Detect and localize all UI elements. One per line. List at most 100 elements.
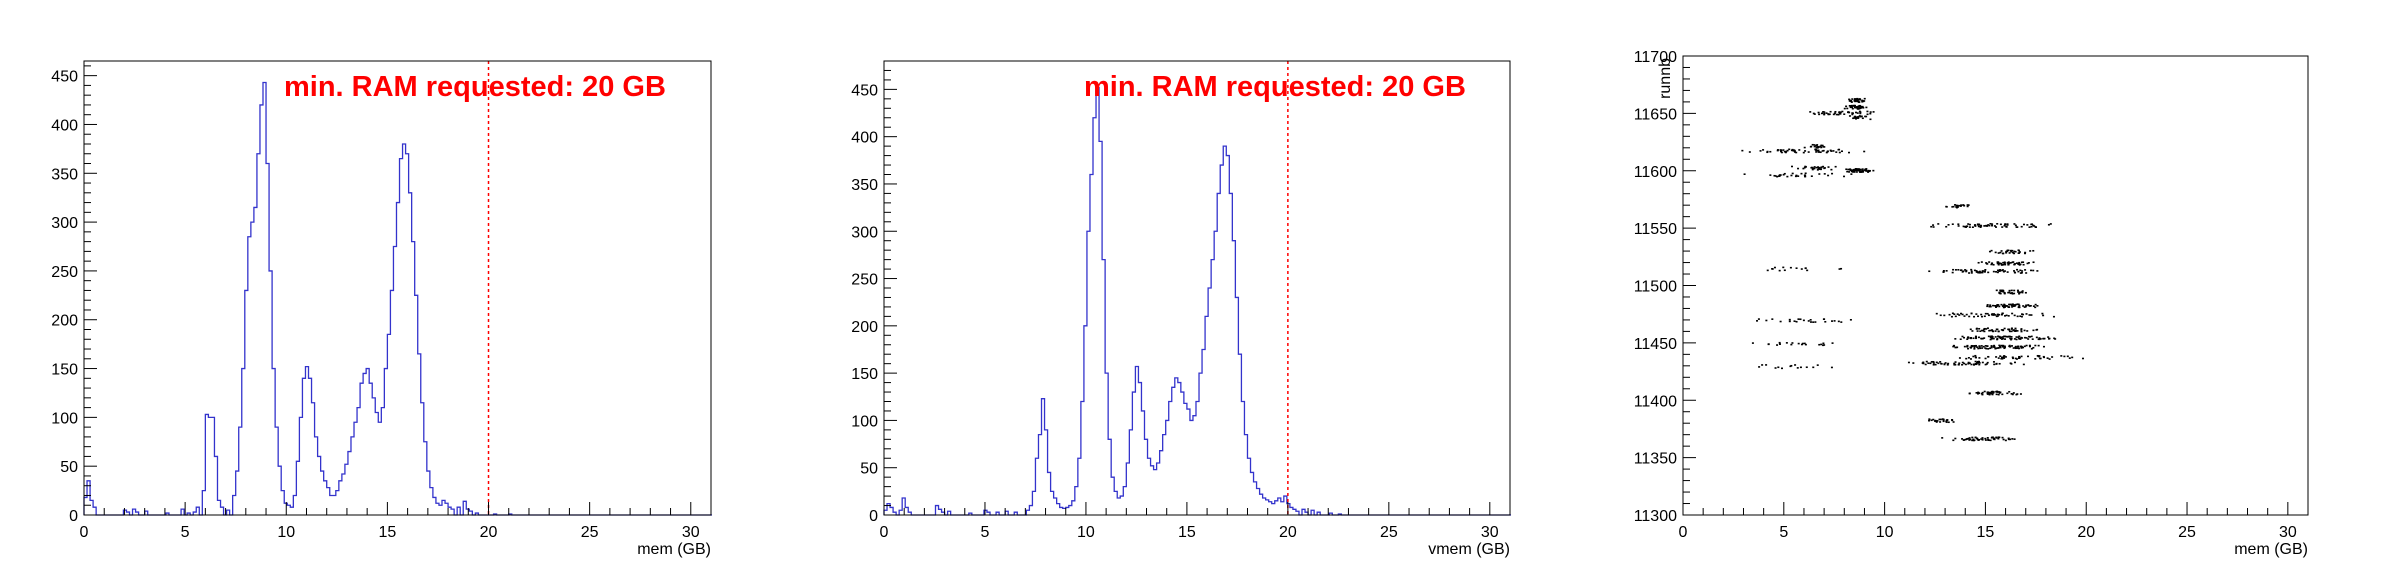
scatter-point <box>1959 205 1962 207</box>
scatter-point <box>2015 303 2018 306</box>
scatter-point <box>2014 271 2017 274</box>
scatter-point <box>1974 363 1977 366</box>
scatter-point <box>1818 173 1821 175</box>
scatter-point <box>1812 366 1815 369</box>
scatter-point <box>2014 347 2017 350</box>
scatter-point <box>2028 345 2031 348</box>
scatter-point <box>1973 346 1976 349</box>
scatter-point <box>1965 269 1968 272</box>
scatter-point <box>1795 320 1798 323</box>
scatter-point <box>1996 262 1999 265</box>
scatter-point <box>1992 392 1995 394</box>
x-tick-label: 5 <box>181 524 190 541</box>
scatter-point <box>1999 355 2002 357</box>
scatter-point <box>1830 150 1833 152</box>
scatter-point <box>2010 292 2013 294</box>
scatter-point <box>1818 343 1821 346</box>
scatter-point <box>1777 366 1780 369</box>
scatter-point <box>1822 342 1825 345</box>
scatter-point <box>1797 318 1800 320</box>
scatter-point <box>1815 166 1818 169</box>
scatter-point <box>1817 149 1820 152</box>
scatter-point <box>1860 171 1863 173</box>
scatter-point <box>1852 170 1855 172</box>
scatter-point <box>2009 292 2012 295</box>
scatter-point <box>2038 337 2041 339</box>
scatter-point <box>2024 336 2027 339</box>
scatter-point <box>1757 318 1760 320</box>
scatter-point <box>1797 342 1800 345</box>
scatter-point <box>1978 345 1981 347</box>
scatter-point <box>2005 335 2008 338</box>
scatter-point <box>2013 314 2016 317</box>
scatter-point <box>2005 251 2008 254</box>
scatter-point <box>1855 171 1858 173</box>
scatter-point <box>1997 391 2000 393</box>
scatter-point <box>2016 315 2019 318</box>
scatter-point <box>1953 345 1956 347</box>
scatter-point <box>2003 270 2006 272</box>
scatter-point <box>1823 173 1826 175</box>
scatter-point <box>1968 362 1971 364</box>
scatter-point <box>1811 167 1814 170</box>
scatter-point <box>2002 438 2005 441</box>
scatter-point <box>1748 151 1751 153</box>
scatter-point <box>1977 336 1980 339</box>
scatter-point <box>1783 269 1786 272</box>
scatter-point <box>1837 320 1840 323</box>
scatter-point <box>1965 270 1968 273</box>
y-tick-label: 11450 <box>1634 336 1677 353</box>
scatter-point <box>1974 356 1977 359</box>
scatter-point <box>1998 313 2001 316</box>
scatter-point <box>1977 261 1980 264</box>
scatter-point <box>1981 337 1984 340</box>
scatter-point <box>1767 343 1770 346</box>
scatter-point <box>2022 363 2025 366</box>
scatter-point <box>2013 330 2016 332</box>
scatter-point <box>2009 249 2012 252</box>
scatter-point <box>1799 366 1802 369</box>
x-tick-label: 25 <box>1380 524 1398 541</box>
scatter-point <box>1986 305 1989 308</box>
scatter-point <box>1985 224 1988 227</box>
scatter-point <box>1987 224 1990 226</box>
scatter-point <box>1924 363 1927 366</box>
scatter-point <box>1869 112 1872 115</box>
scatter-point <box>1975 327 1978 330</box>
scatter-point <box>1802 151 1805 154</box>
scatter-point <box>2030 223 2033 226</box>
scatter-point <box>1970 312 1973 315</box>
scatter-point <box>2011 356 2014 359</box>
scatter-point <box>2019 272 2022 274</box>
scatter-point <box>2026 262 2029 265</box>
scatter-point <box>1986 361 1989 364</box>
scatter-point <box>1952 268 1955 271</box>
scatter-point <box>1847 168 1850 171</box>
scatter-point <box>1869 111 1872 113</box>
scatter-point <box>1863 97 1866 100</box>
x-tick-label: 0 <box>80 524 89 541</box>
scatter-point <box>2068 357 2071 359</box>
scatter-point <box>1848 151 1851 154</box>
scatter-point <box>1986 312 1989 315</box>
scatter-point <box>1997 335 2000 338</box>
scatter-point <box>1830 366 1833 369</box>
scatter-point <box>1981 271 1984 274</box>
scatter-point <box>2000 344 2003 347</box>
scatter-point <box>2003 327 2006 330</box>
scatter-point <box>1996 271 1999 274</box>
scatter-point <box>1974 345 1977 347</box>
scatter-point <box>1778 341 1781 344</box>
scatter-point <box>1966 204 1969 206</box>
scatter-point <box>2007 306 2010 308</box>
scatter-point <box>1974 225 1977 227</box>
scatter-point <box>1807 151 1810 153</box>
scatter-point <box>1932 224 1935 226</box>
scatter-point <box>1998 291 2001 294</box>
scatter-point <box>2002 290 2005 293</box>
scatter-point <box>1958 314 1961 316</box>
scatter-point <box>2004 315 2007 317</box>
scatter-point <box>1796 367 1799 369</box>
scatter-point <box>2002 304 2005 307</box>
scatter-point <box>1843 107 1846 110</box>
